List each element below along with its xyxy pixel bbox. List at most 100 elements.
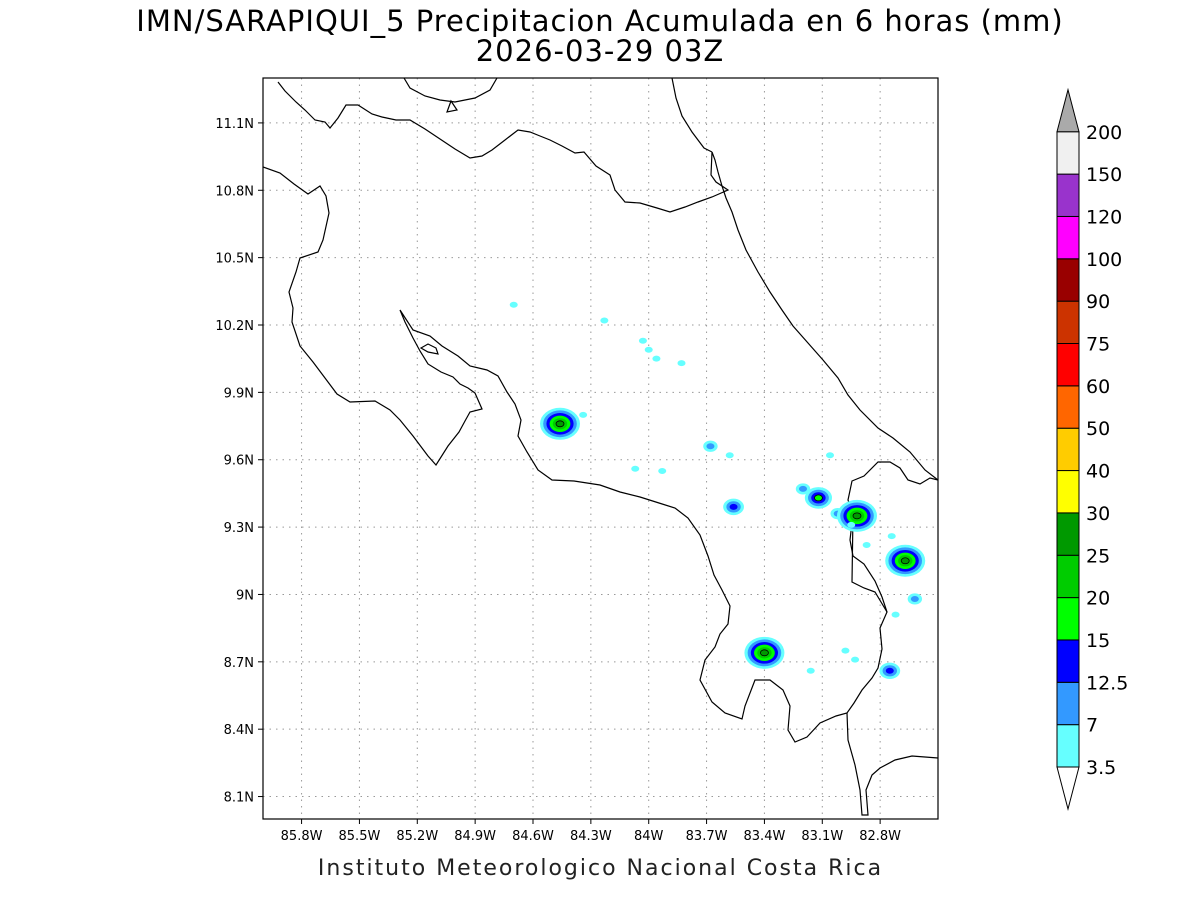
precip-contour xyxy=(847,521,856,528)
x-tick-label: 84.9W xyxy=(454,829,496,844)
nicaragua-coast-north xyxy=(403,78,498,103)
map-footer-credit: Instituto Meteorologico Nacional Costa R… xyxy=(317,856,884,881)
coastline-borders xyxy=(263,78,938,816)
colorbar-label: 20 xyxy=(1086,588,1110,610)
precip-cell xyxy=(841,647,850,654)
colorbar-label: 200 xyxy=(1086,122,1122,144)
y-tick-label: 10.5N xyxy=(215,252,254,267)
x-tick-label: 83.7W xyxy=(686,829,728,844)
map-grid xyxy=(263,78,938,819)
precip-contour xyxy=(862,542,871,549)
colorbar-swatch xyxy=(1056,597,1080,641)
longitude-axis: 85.8W 85.5W 85.2W 84.9W 84.6W 84.3W 84W 83.7W 83… xyxy=(281,819,901,844)
precipitation-colorbar: 3.5 7 12.5 15 20 25 30 40 50 60 75 90 100 120 150 200 xyxy=(1056,87,1128,811)
colorbar-label: 15 xyxy=(1086,630,1110,652)
y-tick-label: 10.8N xyxy=(215,184,254,199)
precip-contour xyxy=(852,512,862,520)
precip-contour xyxy=(806,667,815,674)
map-title: IMN/SARAPIQUI_5 Precipitacion Acumulada … xyxy=(136,4,1064,38)
precip-cell xyxy=(644,346,653,353)
plot-frame xyxy=(262,77,939,820)
precip-cell xyxy=(907,593,923,605)
precip-contour xyxy=(841,647,850,654)
precip-contour xyxy=(638,337,647,344)
precip-contour xyxy=(677,360,686,367)
precip-contour xyxy=(706,443,715,450)
x-tick-label: 84.6W xyxy=(512,829,554,844)
precip-contour xyxy=(652,355,661,362)
colorbar-swatch xyxy=(1056,512,1080,556)
y-tick-label: 9.3N xyxy=(224,521,254,536)
y-tick-label: 9N xyxy=(236,588,254,603)
precip-contour xyxy=(631,465,640,472)
colorbar-swatch xyxy=(1056,427,1080,472)
precip-contour xyxy=(814,494,823,502)
precip-cell xyxy=(851,656,860,663)
map-subtitle-datetime: 2026-03-29 03Z xyxy=(475,34,725,68)
colorbar-swatch xyxy=(1056,385,1080,429)
y-tick-label: 9.9N xyxy=(224,386,254,401)
precip-cell xyxy=(862,542,871,549)
panama-coast-south xyxy=(846,712,938,816)
colorbar-swatch xyxy=(1056,639,1080,683)
pacific-coastline xyxy=(263,166,938,743)
colorbar-swatch xyxy=(1056,343,1080,387)
y-tick-label: 8.4N xyxy=(224,723,254,738)
precip-cell xyxy=(579,411,588,418)
lake-island xyxy=(446,99,458,113)
colorbar-swatch xyxy=(1056,300,1080,344)
caribbean-coastline xyxy=(711,151,938,481)
precip-contour xyxy=(760,649,769,657)
precip-cell xyxy=(887,533,896,540)
precip-contour xyxy=(729,503,738,510)
x-tick-label: 82.8W xyxy=(859,829,901,844)
precip-cell xyxy=(744,636,785,669)
colorbar-label: 60 xyxy=(1086,376,1110,398)
y-tick-label: 11.1N xyxy=(215,117,254,132)
colorbar-label: 40 xyxy=(1086,461,1110,483)
precip-cell xyxy=(806,667,815,674)
precip-cell xyxy=(658,467,667,474)
precip-contour xyxy=(725,452,734,459)
precip-cell xyxy=(725,452,734,459)
precip-contour xyxy=(658,467,667,474)
colorbar-swatch xyxy=(1056,173,1080,217)
y-tick-label: 10.2N xyxy=(215,319,254,334)
colorbar-arrow-bottom xyxy=(1056,766,1080,811)
colorbar-swatch xyxy=(1056,470,1080,514)
colorbar-label: 12.5 xyxy=(1086,672,1128,694)
x-tick-label: 83.4W xyxy=(744,829,786,844)
precip-cell xyxy=(631,465,640,472)
precip-cell xyxy=(837,499,877,532)
precip-contour xyxy=(910,595,919,602)
precipitation-cells xyxy=(509,301,926,679)
precip-cell xyxy=(677,360,686,367)
latitude-axis: 11.1N 10.8N 10.5N 10.2N 9.9N 9.6N 9.3N 9N 8.7N 8.… xyxy=(215,117,263,806)
colorbar-label: 30 xyxy=(1086,503,1110,525)
colorbar-label: 50 xyxy=(1086,418,1110,440)
precip-cell xyxy=(826,452,834,459)
colorbar-swatch xyxy=(1056,258,1080,302)
colorbar-arrow-top xyxy=(1056,87,1080,133)
precip-cell xyxy=(638,337,647,344)
x-tick-label: 83.1W xyxy=(801,829,843,844)
precip-contour xyxy=(644,346,653,353)
precip-cell xyxy=(652,355,661,362)
precip-contour xyxy=(579,411,588,418)
precip-contour xyxy=(900,557,910,565)
precip-cell xyxy=(703,440,718,452)
colorbar-swatch xyxy=(1056,554,1080,599)
y-tick-label: 8.7N xyxy=(224,656,254,671)
panama-border xyxy=(851,513,888,613)
precip-contour xyxy=(600,317,609,324)
x-tick-label: 84.3W xyxy=(570,829,612,844)
colorbar-label: 100 xyxy=(1086,249,1122,271)
colorbar-label: 150 xyxy=(1086,164,1122,186)
nicaragua-border xyxy=(277,81,730,213)
precip-contour xyxy=(509,301,518,308)
x-tick-label: 84W xyxy=(634,829,664,844)
precip-contour xyxy=(885,667,894,674)
precip-cell xyxy=(879,662,901,679)
precip-contour xyxy=(799,485,807,492)
nicaragua-coast-east xyxy=(671,78,713,153)
